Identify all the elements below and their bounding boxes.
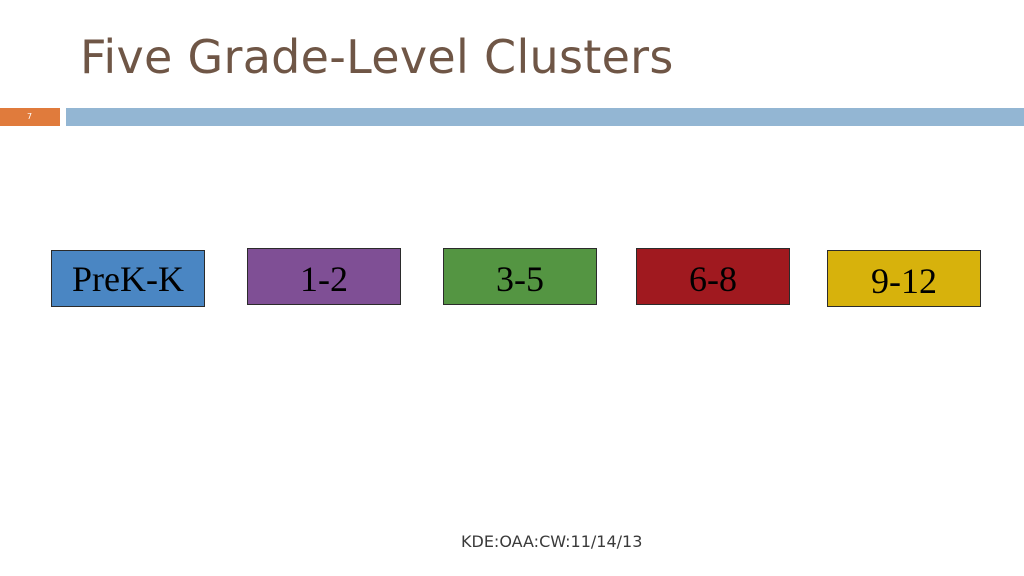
slide-footer: KDE:OAA:CW:11/14/13: [461, 532, 643, 551]
slide-number-badge: 7: [0, 108, 60, 126]
cluster-label: PreK-K: [72, 259, 184, 299]
cluster-box-1-2: 1-2: [247, 248, 401, 305]
cluster-label: 9-12: [871, 261, 937, 301]
cluster-box-prek-k: PreK-K: [51, 250, 205, 307]
cluster-label: 6-8: [689, 259, 737, 299]
cluster-box-6-8: 6-8: [636, 248, 790, 305]
cluster-box-3-5: 3-5: [443, 248, 597, 305]
cluster-label: 1-2: [300, 259, 348, 299]
cluster-box-9-12: 9-12: [827, 250, 981, 307]
slide-title: Five Grade-Level Clusters: [80, 30, 674, 84]
title-divider-bar: [66, 108, 1024, 126]
cluster-label: 3-5: [496, 259, 544, 299]
